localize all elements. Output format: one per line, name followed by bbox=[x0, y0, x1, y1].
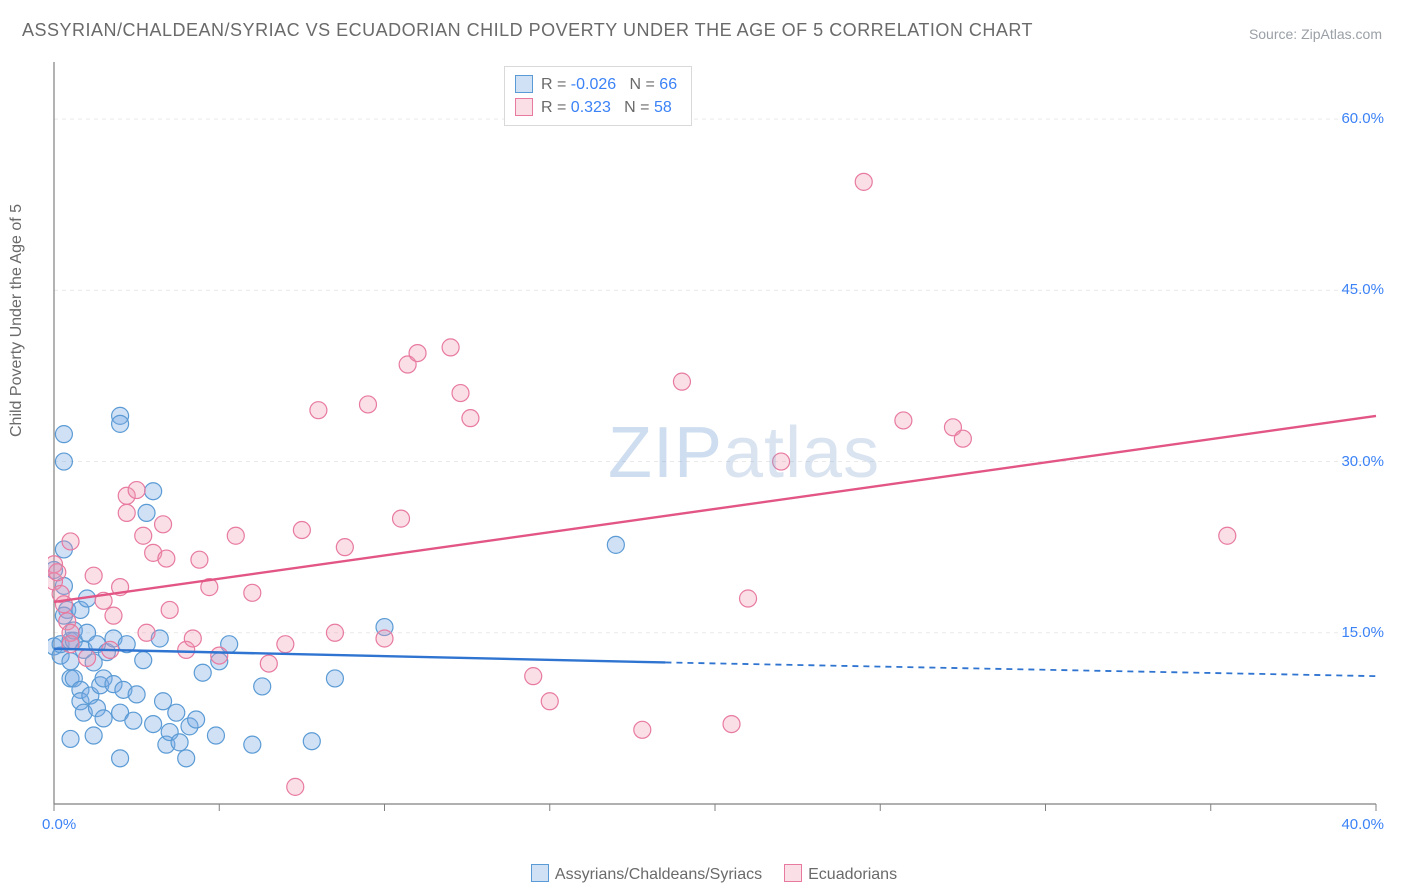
data-point bbox=[171, 734, 188, 751]
data-point bbox=[336, 539, 353, 556]
data-point bbox=[452, 385, 469, 402]
data-point bbox=[207, 727, 224, 744]
data-point bbox=[112, 750, 129, 767]
data-point bbox=[79, 649, 96, 666]
data-point bbox=[138, 624, 155, 641]
chart-title: ASSYRIAN/CHALDEAN/SYRIAC VS ECUADORIAN C… bbox=[22, 20, 1033, 41]
x-tick-label: 0.0% bbox=[42, 816, 76, 833]
data-point bbox=[55, 453, 72, 470]
legend-bottom: Assyrians/Chaldeans/Syriacs Ecuadorians bbox=[0, 864, 1406, 884]
data-point bbox=[254, 678, 271, 695]
y-axis-label: Child Poverty Under the Age of 5 bbox=[8, 204, 26, 437]
data-point bbox=[287, 778, 304, 795]
data-point bbox=[128, 686, 145, 703]
data-point bbox=[310, 402, 327, 419]
data-point bbox=[138, 504, 155, 521]
legend-label: Assyrians/Chaldeans/Syriacs bbox=[555, 866, 762, 883]
data-point bbox=[135, 652, 152, 669]
data-point bbox=[393, 510, 410, 527]
data-point bbox=[244, 736, 261, 753]
correlation-stats-box: R = -0.026 N = 66R = 0.323 N = 58 bbox=[504, 66, 692, 126]
data-point bbox=[326, 670, 343, 687]
data-point bbox=[1219, 527, 1236, 544]
data-point bbox=[293, 522, 310, 539]
data-point bbox=[409, 345, 426, 362]
data-point bbox=[227, 527, 244, 544]
data-point bbox=[359, 396, 376, 413]
data-point bbox=[55, 596, 72, 613]
data-point bbox=[634, 721, 651, 738]
y-tick-label: 60.0% bbox=[1341, 110, 1384, 127]
data-point bbox=[303, 733, 320, 750]
data-point bbox=[723, 716, 740, 733]
y-tick-label: 30.0% bbox=[1341, 453, 1384, 470]
data-point bbox=[55, 426, 72, 443]
data-point bbox=[260, 655, 277, 672]
data-point bbox=[105, 607, 122, 624]
data-point bbox=[376, 630, 393, 647]
data-point bbox=[128, 482, 145, 499]
data-point bbox=[85, 727, 102, 744]
data-point bbox=[773, 453, 790, 470]
data-point bbox=[135, 527, 152, 544]
data-point bbox=[112, 415, 129, 432]
legend-swatch bbox=[515, 98, 533, 116]
legend-swatch bbox=[531, 864, 549, 882]
data-point bbox=[49, 564, 66, 581]
x-tick-label: 40.0% bbox=[1341, 816, 1384, 833]
data-point bbox=[607, 536, 624, 553]
stats-row: R = 0.323 N = 58 bbox=[515, 96, 677, 119]
data-point bbox=[118, 504, 135, 521]
data-point bbox=[178, 750, 195, 767]
chart-container: ZIPatlas R = -0.026 N = 66R = 0.323 N = … bbox=[48, 62, 1382, 822]
source-attribution: Source: ZipAtlas.com bbox=[1249, 26, 1382, 42]
stats-row: R = -0.026 N = 66 bbox=[515, 73, 677, 96]
data-point bbox=[244, 584, 261, 601]
y-tick-label: 15.0% bbox=[1341, 624, 1384, 641]
data-point bbox=[194, 664, 211, 681]
data-point bbox=[673, 373, 690, 390]
data-point bbox=[211, 647, 228, 664]
scatter-plot bbox=[48, 62, 1382, 822]
data-point bbox=[95, 710, 112, 727]
data-point bbox=[158, 550, 175, 567]
data-point bbox=[191, 551, 208, 568]
trend-line-extrapolated bbox=[665, 662, 1376, 676]
data-point bbox=[855, 173, 872, 190]
data-point bbox=[188, 711, 205, 728]
y-tick-label: 45.0% bbox=[1341, 281, 1384, 298]
legend-swatch bbox=[784, 864, 802, 882]
data-point bbox=[954, 430, 971, 447]
legend-label: Ecuadorians bbox=[808, 866, 897, 883]
data-point bbox=[277, 636, 294, 653]
data-point bbox=[145, 716, 162, 733]
data-point bbox=[895, 412, 912, 429]
data-point bbox=[184, 630, 201, 647]
data-point bbox=[145, 483, 162, 500]
data-point bbox=[442, 339, 459, 356]
data-point bbox=[85, 567, 102, 584]
data-point bbox=[740, 590, 757, 607]
data-point bbox=[326, 624, 343, 641]
data-point bbox=[462, 410, 479, 427]
data-point bbox=[541, 693, 558, 710]
trend-line bbox=[54, 416, 1376, 602]
data-point bbox=[155, 516, 172, 533]
data-point bbox=[168, 704, 185, 721]
data-point bbox=[161, 601, 178, 618]
data-point bbox=[62, 533, 79, 550]
data-point bbox=[62, 730, 79, 747]
data-point bbox=[525, 668, 542, 685]
data-point bbox=[125, 712, 142, 729]
legend-swatch bbox=[515, 75, 533, 93]
